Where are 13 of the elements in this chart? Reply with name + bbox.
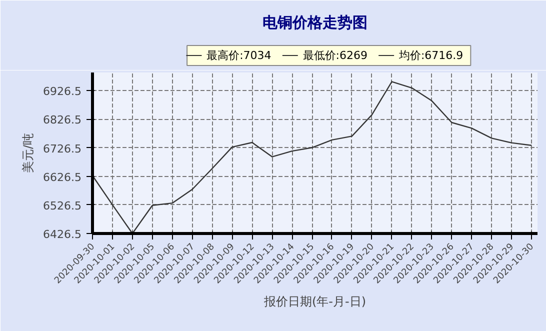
y-tick-label: 6526.5 — [43, 199, 82, 212]
text: 均价:6716.9 — [398, 49, 464, 62]
chart-title: 电铜价格走势图 — [262, 14, 368, 32]
y-tick-label: 6826.5 — [43, 114, 82, 127]
line-series — [92, 81, 532, 234]
text: 最高价:7034 — [206, 49, 272, 62]
text: 最低价:6269 — [302, 49, 368, 62]
y-tick-label: 6926.5 — [43, 85, 82, 98]
y-tick-label: 6726.5 — [43, 142, 82, 156]
y-tick-label: 6626.5 — [43, 170, 82, 184]
y-tick-label: 6426.5 — [43, 228, 82, 241]
y-axis-title: 美元/吨 — [21, 132, 36, 174]
x-axis-title: 报价日期(年-月-日) — [262, 294, 366, 308]
